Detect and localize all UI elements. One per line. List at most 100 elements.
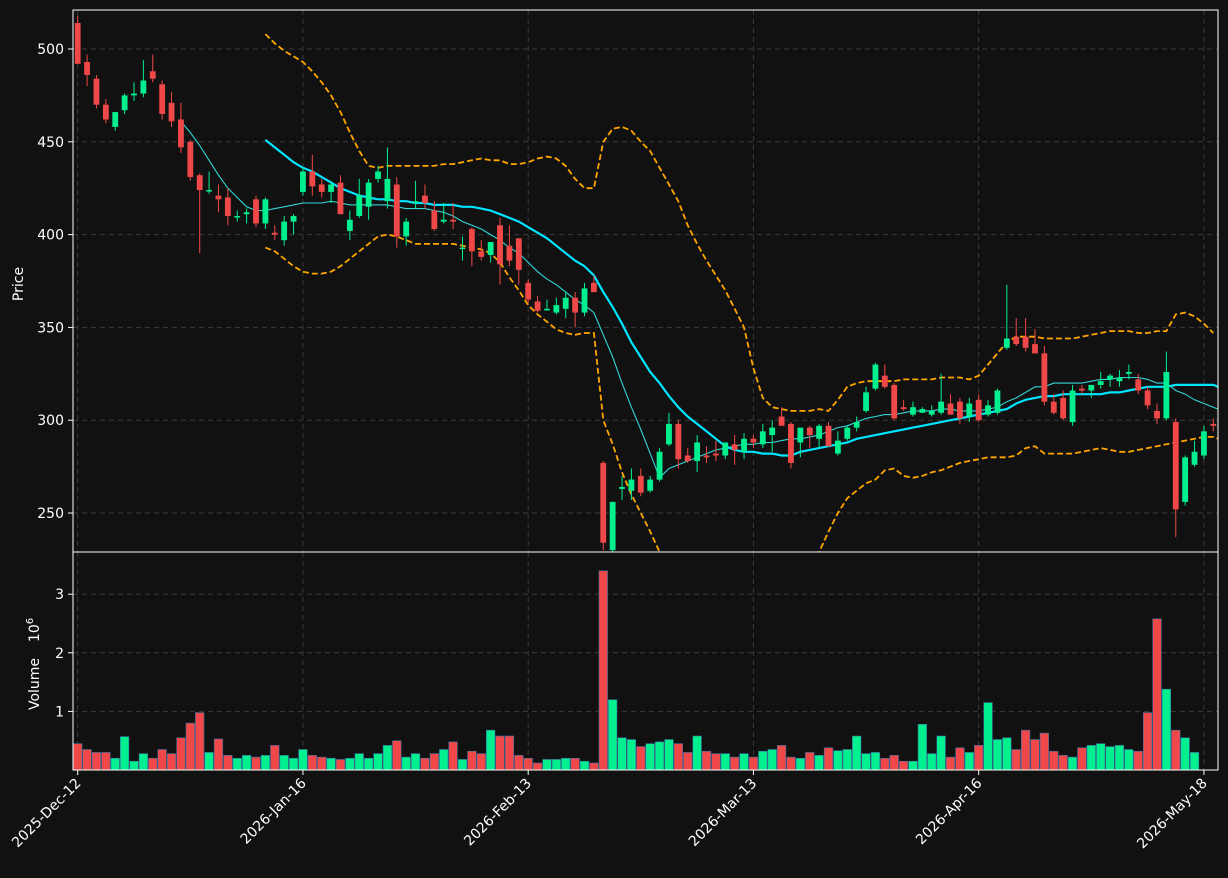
volume-bar [683, 752, 693, 770]
volume-bar [270, 745, 280, 770]
candle-body [544, 308, 550, 311]
volume-panel-frame [72, 551, 1219, 771]
volume-bar [917, 723, 927, 770]
candle-body [956, 401, 963, 419]
volume-bar [842, 749, 852, 770]
candle-body [450, 219, 457, 222]
candle-body [844, 427, 851, 439]
candle-body [910, 407, 916, 415]
candle-body [731, 444, 738, 450]
candle-body [881, 375, 888, 387]
volume-bar [110, 757, 120, 770]
candle-body [84, 61, 90, 75]
volume-bar [1058, 755, 1068, 770]
volume-bar [758, 750, 768, 770]
candle-body [1097, 381, 1104, 385]
volume-bar [598, 570, 608, 770]
volume-bar [251, 756, 261, 770]
volume-bar [1067, 756, 1078, 770]
volume-bar [1124, 749, 1134, 770]
volume-bar [392, 740, 402, 770]
volume-bar [345, 757, 355, 770]
candle-body [806, 427, 813, 436]
candle-body [1125, 371, 1132, 374]
candle-body [525, 282, 532, 300]
volume-bar [129, 760, 139, 770]
candle-body [337, 182, 344, 215]
candle-body [853, 422, 860, 428]
candle-body [675, 423, 682, 460]
volume-bar [955, 747, 965, 770]
candle-body [403, 221, 410, 237]
volume-bar [1171, 729, 1181, 770]
volume-bar [1011, 749, 1021, 770]
candle-body [1163, 371, 1170, 419]
candle-body [872, 364, 879, 389]
volume-bar [467, 750, 477, 770]
candle-body [168, 102, 175, 122]
volume-bar [1020, 729, 1031, 770]
volume-bar [1161, 688, 1171, 770]
volume-bar [148, 757, 158, 770]
candle-body [797, 427, 804, 443]
volume-bar [542, 759, 552, 770]
volume-bar [570, 757, 580, 770]
candle-body [365, 182, 372, 207]
candle-body [741, 438, 747, 452]
volume-bar [1114, 745, 1125, 770]
volume-bar [279, 755, 289, 770]
candle-body [628, 479, 635, 491]
volume-grid [73, 552, 1218, 770]
volume-bar [335, 759, 346, 770]
volume-bar [232, 757, 242, 770]
volume-bar [608, 699, 618, 770]
volume-bar [364, 757, 374, 770]
volume-bar [157, 749, 167, 770]
candle-body [581, 288, 588, 313]
volume-bar [730, 756, 740, 770]
volume-bar [692, 735, 702, 770]
volume-bar [870, 752, 881, 770]
volume-bar [1077, 747, 1087, 770]
candle-body [816, 425, 823, 439]
volume-bar [852, 735, 862, 770]
candle-body [1088, 384, 1095, 391]
candle-body [1210, 423, 1217, 426]
candle-body [140, 80, 147, 94]
candle-body [778, 416, 785, 426]
candle-body [1069, 390, 1076, 423]
candle-body [328, 184, 335, 192]
candle-body [863, 392, 869, 411]
price-tick-label: 300 [37, 413, 64, 429]
volume-bar [767, 749, 777, 770]
candle-body [215, 195, 222, 200]
candle-body [431, 210, 438, 230]
candle-body [1116, 377, 1123, 382]
candle-body [656, 451, 663, 480]
volume-bar [532, 762, 543, 770]
candle-body [1135, 379, 1142, 391]
candle-body [281, 221, 288, 241]
volume-axis-label: Volume [27, 658, 43, 710]
price-line-dashed [264, 33, 1214, 412]
volume-bar [1105, 746, 1115, 770]
candle-body [1013, 336, 1020, 345]
candle-body [468, 229, 475, 252]
candle-body [243, 212, 250, 215]
volume-bar [429, 753, 439, 770]
price-tick-label: 450 [37, 135, 64, 151]
candle-body [637, 475, 644, 493]
volume-bar [1049, 750, 1059, 770]
volume-bar [260, 755, 271, 770]
candle-body [1079, 388, 1085, 391]
candle-body [375, 171, 381, 179]
volume-bar [673, 743, 683, 770]
volume-bar [1180, 737, 1190, 770]
candle-body [1022, 336, 1029, 348]
candle-body [112, 112, 119, 127]
volume-bar [579, 760, 590, 770]
candle-body [131, 93, 137, 96]
volume-bar [1039, 732, 1049, 770]
volume-bar [617, 737, 627, 770]
